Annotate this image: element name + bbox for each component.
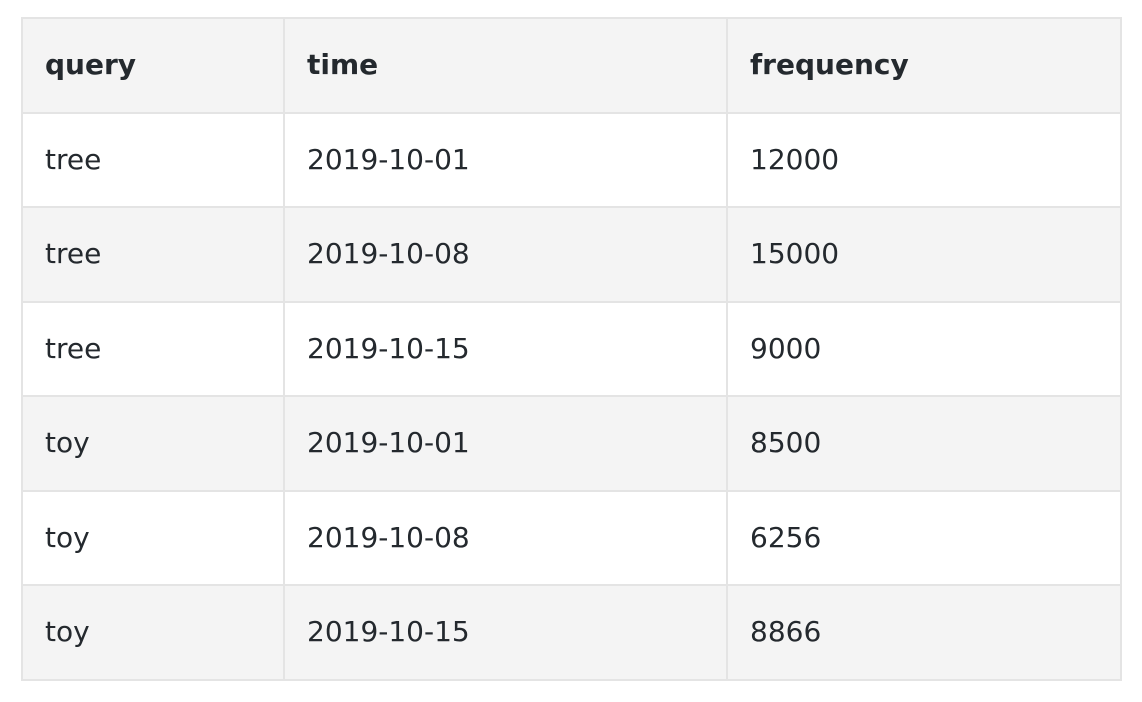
- table-row: toy 2019-10-08 6256: [21, 489, 1122, 586]
- table-row: toy 2019-10-01 8500: [21, 395, 1122, 492]
- table-row: tree 2019-10-01 12000: [21, 111, 1122, 208]
- cell-frequency: 8866: [726, 584, 1122, 681]
- cell-query: tree: [21, 206, 285, 303]
- column-header-frequency: frequency: [726, 17, 1122, 114]
- table-body: tree 2019-10-01 12000 tree 2019-10-08 15…: [21, 111, 1122, 681]
- cell-query: toy: [21, 584, 285, 681]
- cell-time: 2019-10-08: [283, 489, 728, 586]
- data-table-container: query time frequency tree 2019-10-01 120…: [21, 17, 1122, 681]
- cell-time: 2019-10-01: [283, 395, 728, 492]
- cell-frequency: 12000: [726, 111, 1122, 208]
- cell-frequency: 8500: [726, 395, 1122, 492]
- column-header-time: time: [283, 17, 728, 114]
- cell-time: 2019-10-15: [283, 300, 728, 397]
- cell-time: 2019-10-01: [283, 111, 728, 208]
- cell-time: 2019-10-15: [283, 584, 728, 681]
- table-header: query time frequency: [21, 17, 1122, 114]
- table-row: tree 2019-10-15 9000: [21, 300, 1122, 397]
- table-row: toy 2019-10-15 8866: [21, 584, 1122, 681]
- cell-query: tree: [21, 300, 285, 397]
- header-row: query time frequency: [21, 17, 1122, 114]
- cell-frequency: 15000: [726, 206, 1122, 303]
- column-header-query: query: [21, 17, 285, 114]
- cell-frequency: 9000: [726, 300, 1122, 397]
- cell-query: toy: [21, 395, 285, 492]
- data-table: query time frequency tree 2019-10-01 120…: [21, 17, 1122, 681]
- cell-query: tree: [21, 111, 285, 208]
- cell-time: 2019-10-08: [283, 206, 728, 303]
- cell-frequency: 6256: [726, 489, 1122, 586]
- table-row: tree 2019-10-08 15000: [21, 206, 1122, 303]
- cell-query: toy: [21, 489, 285, 586]
